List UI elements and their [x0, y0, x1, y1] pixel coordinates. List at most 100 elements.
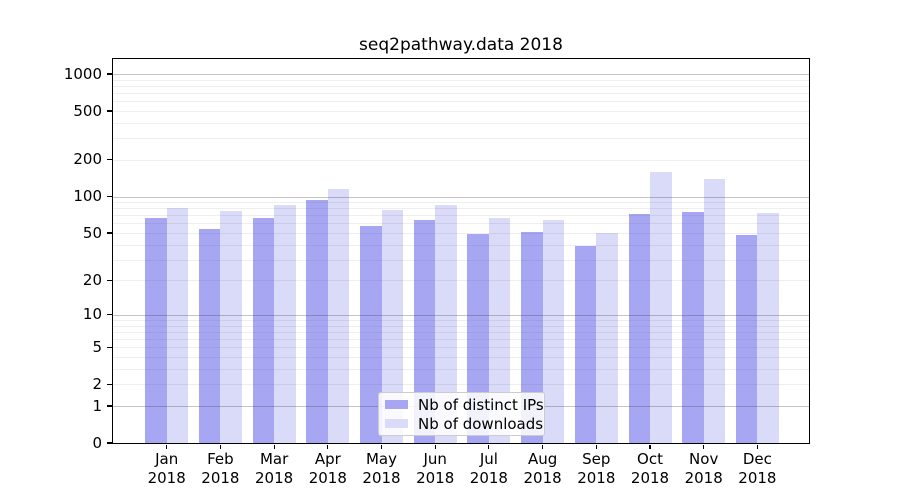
- x-label-feb: Feb 2018: [190, 450, 250, 487]
- x-tick-mar: [273, 444, 275, 450]
- x-label-month: Nov: [689, 450, 719, 468]
- x-label-year: 2018: [630, 468, 670, 487]
- x-label-year: 2018: [201, 468, 240, 487]
- gridline-minor-300: [113, 138, 809, 140]
- bar-nov-distinct-ips: [682, 211, 704, 443]
- x-label-year: 2018: [362, 468, 401, 487]
- legend-label: Nb of downloads: [418, 414, 544, 433]
- x-label-dec: Dec 2018: [727, 450, 787, 487]
- legend-row-distinct-ips: Nb of distinct IPs: [385, 395, 544, 414]
- x-label-year: 2018: [255, 468, 294, 487]
- x-label-year: 2018: [416, 468, 455, 487]
- x-tick-may: [380, 444, 383, 450]
- bar-jun-distinct-ips: [413, 220, 436, 443]
- chart-title: seq2pathway.data 2018: [359, 35, 563, 55]
- x-label-jan: Jan 2018: [137, 450, 197, 487]
- bar-feb-distinct-ips: [198, 229, 221, 443]
- bar-feb-downloads: [220, 211, 242, 443]
- x-label-year: 2018: [738, 468, 777, 487]
- bar-aug-downloads: [542, 220, 565, 443]
- legend-row-downloads: Nb of downloads: [385, 414, 544, 433]
- plot-area: [113, 60, 809, 443]
- bar-nov-downloads: [703, 179, 726, 443]
- x-label-year: 2018: [684, 468, 723, 487]
- bar-mar-distinct-ips: [252, 218, 275, 443]
- x-label-month: May: [365, 450, 397, 468]
- x-label-mar: Mar 2018: [244, 450, 304, 487]
- x-label-year: 2018: [308, 468, 347, 487]
- bar-sep-distinct-ips: [574, 246, 597, 443]
- y-tick-label-1000: 1000: [63, 64, 102, 83]
- bar-may-distinct-ips: [360, 226, 382, 443]
- bar-jan-distinct-ips: [145, 217, 167, 443]
- y-tick-5: [106, 346, 112, 348]
- x-label-jun: Jun 2018: [405, 450, 465, 487]
- bar-mar-downloads: [274, 204, 296, 443]
- x-label-month: Feb: [207, 450, 234, 468]
- x-tick-apr: [327, 444, 329, 450]
- legend-swatch-downloads: [385, 419, 408, 428]
- bar-apr-distinct-ips: [306, 199, 328, 443]
- x-label-aug: Aug 2018: [513, 450, 573, 487]
- x-label-month: Sep: [582, 450, 611, 468]
- y-tick-10: [106, 314, 112, 316]
- bar-dec-downloads: [757, 213, 779, 443]
- y-tick-label-2: 2: [92, 374, 102, 393]
- y-tick-50: [106, 232, 112, 234]
- y-tick-label-100: 100: [73, 187, 102, 205]
- gridline-minor-600: [113, 101, 809, 103]
- bar-sep-downloads: [596, 233, 618, 443]
- x-label-oct: Oct 2018: [620, 450, 680, 487]
- y-tick-label-200: 200: [73, 150, 102, 169]
- x-label-jul: Jul 2018: [459, 450, 519, 487]
- x-tick-jul: [488, 444, 490, 450]
- y-tick-100: [106, 195, 112, 198]
- y-tick-1000: [106, 73, 112, 75]
- y-tick-2: [106, 383, 112, 385]
- y-tick-label-5: 5: [92, 337, 102, 356]
- x-label-month: Dec: [742, 450, 772, 468]
- x-label-month: Jan: [155, 450, 179, 468]
- x-label-apr: Apr 2018: [298, 450, 358, 487]
- y-tick-label-20: 20: [82, 270, 102, 289]
- y-tick-label-50: 50: [82, 223, 102, 242]
- y-tick-label-1: 1: [92, 396, 102, 415]
- x-label-month: Apr: [314, 450, 341, 468]
- y-tick-500: [106, 110, 112, 112]
- x-label-month: Aug: [527, 450, 558, 468]
- gridline-minor-200: [113, 159, 809, 161]
- bar-jul-distinct-ips: [467, 234, 489, 443]
- y-tick-label-500: 500: [73, 101, 102, 120]
- x-tick-dec: [756, 444, 758, 450]
- bar-may-downloads: [381, 209, 403, 443]
- bar-jan-downloads: [166, 208, 189, 443]
- gridline-major-1000: [113, 74, 809, 75]
- x-label-nov: Nov 2018: [674, 450, 734, 487]
- x-tick-sep: [595, 444, 597, 450]
- x-label-year: 2018: [523, 468, 562, 487]
- x-tick-jun: [434, 444, 436, 450]
- x-tick-oct: [649, 444, 651, 450]
- gridline-minor-700: [113, 93, 809, 94]
- x-tick-feb: [219, 444, 221, 450]
- legend-label: Nb of distinct IPs: [418, 395, 544, 414]
- x-label-sep: Sep 2018: [566, 450, 626, 487]
- legend-swatch-distinct-ips: [385, 400, 408, 409]
- x-label-year: 2018: [147, 468, 186, 487]
- bar-oct-downloads: [650, 172, 672, 443]
- bar-jun-downloads: [435, 204, 457, 443]
- legend: Nb of distinct IPs Nb of downloads: [378, 392, 545, 436]
- y-tick-0: [106, 442, 112, 444]
- y-tick-200: [106, 159, 112, 161]
- gridline-minor-400: [113, 122, 809, 124]
- x-label-month: Oct: [637, 450, 663, 468]
- x-tick-jan: [166, 444, 168, 450]
- x-tick-aug: [542, 444, 544, 450]
- gridline-minor-500: [113, 111, 809, 112]
- bar-jul-downloads: [488, 217, 511, 443]
- x-label-month: Jun: [423, 450, 447, 468]
- y-tick-label-0: 0: [92, 433, 102, 452]
- bar-apr-downloads: [327, 188, 350, 443]
- bar-oct-distinct-ips: [628, 213, 650, 443]
